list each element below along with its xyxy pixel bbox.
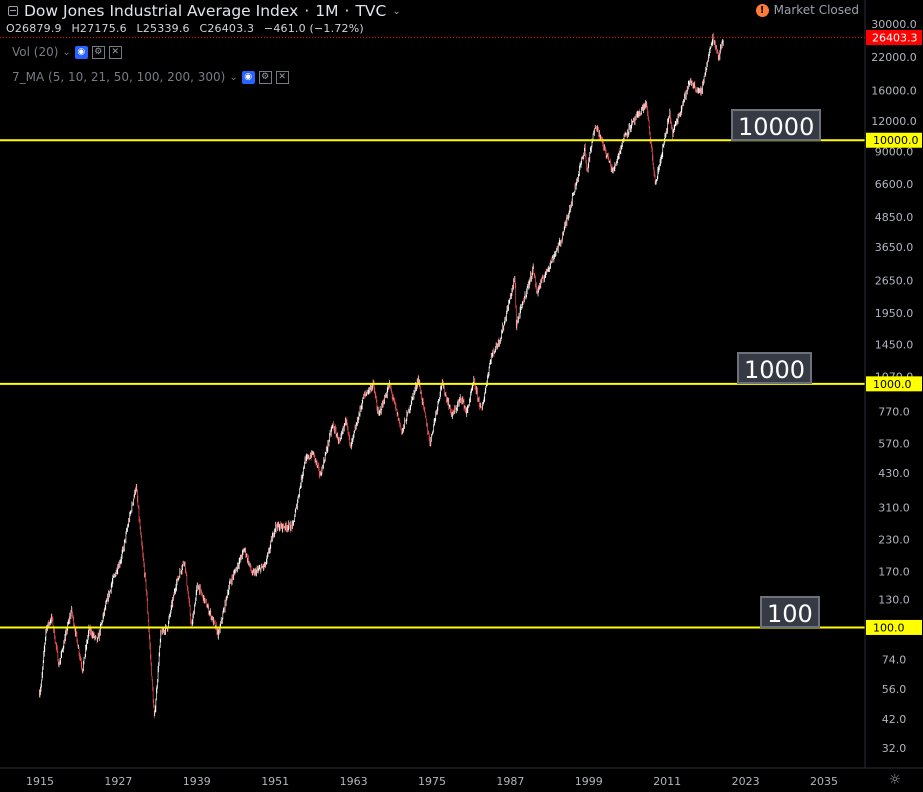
- level-label-100: 100: [760, 596, 820, 628]
- eye-icon[interactable]: ◉: [241, 70, 255, 84]
- y-tick-label: 1450.0: [875, 339, 914, 352]
- y-tick-label: 6600.0: [875, 178, 914, 191]
- y-tick-label: 22000.0: [871, 51, 917, 64]
- x-tick-label: 1915: [26, 775, 54, 788]
- last-price-text: 26403.3: [872, 32, 918, 45]
- change-value: −461.0 (−1.72%): [263, 22, 364, 35]
- collapse-icon[interactable]: [8, 6, 18, 16]
- eye-icon[interactable]: ◉: [74, 45, 88, 59]
- x-tick-label: 1963: [340, 775, 368, 788]
- y-tick-label: 570.0: [878, 437, 910, 450]
- x-tick-label: 1951: [261, 775, 289, 788]
- y-tick-label: 170.0: [878, 565, 910, 578]
- candlestick-series: [38, 32, 724, 719]
- close-icon[interactable]: ✕: [275, 70, 289, 84]
- x-tick-label: 1987: [496, 775, 524, 788]
- chevron-down-icon[interactable]: ⌄: [229, 71, 238, 83]
- y-tick-label: 42.0: [882, 713, 907, 726]
- x-tick-label: 2035: [810, 775, 838, 788]
- y-tick-label: 16000.0: [871, 85, 917, 98]
- x-tick-label: 1927: [104, 775, 132, 788]
- low-value: L25339.6: [136, 22, 190, 35]
- y-tick-label: 4850.0: [875, 211, 914, 224]
- open-value: O26879.9: [6, 22, 62, 35]
- indicator-volume[interactable]: Vol (20) ⌄ ◉ ⚙ ✕: [12, 45, 122, 59]
- level-price-tag: [866, 376, 922, 392]
- indicator-label: Vol (20): [12, 45, 59, 59]
- y-tick-label: 770.0: [878, 405, 910, 418]
- price-axis[interactable]: 30000.0 22000.0 16000.0 12000.0 9000.0 6600.0…: [871, 18, 917, 755]
- last-price-tag: [866, 30, 922, 46]
- chevron-down-icon[interactable]: ⌄: [392, 5, 401, 17]
- chart-header: Dow Jones Industrial Average Index · 1M …: [0, 0, 401, 22]
- x-tick-label: 1939: [183, 775, 211, 788]
- indicator-moving-average[interactable]: 7_MA (5, 10, 21, 50, 100, 200, 300) ⌄ ◉ …: [12, 70, 289, 84]
- level-price-text: 1000.0: [873, 378, 912, 391]
- x-tick-label: 2023: [732, 775, 760, 788]
- settings-icon[interactable]: ⚙: [91, 45, 105, 59]
- level-label-1000: 1000: [737, 352, 813, 384]
- y-tick-label: 130.0: [878, 594, 910, 607]
- y-tick-label: 74.0: [882, 653, 907, 666]
- indicator-label: 7_MA (5, 10, 21, 50, 100, 200, 300): [12, 70, 226, 84]
- level-price-tag: [866, 132, 922, 148]
- market-status[interactable]: ! Market Closed: [755, 3, 859, 17]
- separator: ·: [344, 2, 350, 20]
- ohlc-values: O26879.9 H27175.6 L25339.6 C26403.3 −461…: [6, 22, 370, 35]
- y-tick-label: 56.0: [882, 683, 907, 696]
- alert-icon: !: [755, 3, 769, 17]
- time-axis[interactable]: 1915 1927 1939 1951 1963 1975 1987 1999 2011 2023…: [26, 775, 838, 788]
- high-value: H27175.6: [71, 22, 127, 35]
- level-label-10000: 10000: [731, 109, 822, 141]
- level-price-text: 10000.0: [873, 134, 919, 147]
- y-tick-label: 30000.0: [871, 18, 917, 31]
- level-price-text: 100.0: [873, 621, 905, 634]
- level-price-tag: [866, 619, 922, 635]
- settings-gear-icon[interactable]: ☼: [888, 772, 901, 788]
- x-tick-label: 1975: [418, 775, 446, 788]
- settings-icon[interactable]: ⚙: [258, 70, 272, 84]
- interval-label[interactable]: 1M: [315, 2, 339, 20]
- x-tick-label: 2011: [653, 775, 681, 788]
- separator: ·: [304, 2, 310, 20]
- symbol-title[interactable]: Dow Jones Industrial Average Index: [24, 2, 299, 20]
- y-tick-label: 32.0: [882, 742, 907, 755]
- y-tick-label: 430.0: [878, 467, 910, 480]
- level-lines: [0, 139, 865, 629]
- chevron-down-icon[interactable]: ⌄: [62, 46, 71, 58]
- x-tick-label: 1999: [575, 775, 603, 788]
- exchange-label[interactable]: TVC: [355, 2, 387, 20]
- market-status-label: Market Closed: [773, 3, 859, 17]
- y-tick-label: 310.0: [878, 502, 910, 515]
- y-tick-label: 230.0: [878, 533, 910, 546]
- close-icon[interactable]: ✕: [108, 45, 122, 59]
- y-tick-label: 2650.0: [875, 275, 914, 288]
- y-tick-label: 9000.0: [875, 145, 914, 158]
- y-tick-label: 1950.0: [875, 307, 914, 320]
- close-value: C26403.3: [199, 22, 255, 35]
- y-tick-label: 3650.0: [875, 241, 914, 254]
- y-tick-label: 12000.0: [871, 115, 917, 128]
- price-axis-labels: 10000.0 1000.0 100.0 26403.3: [866, 30, 922, 635]
